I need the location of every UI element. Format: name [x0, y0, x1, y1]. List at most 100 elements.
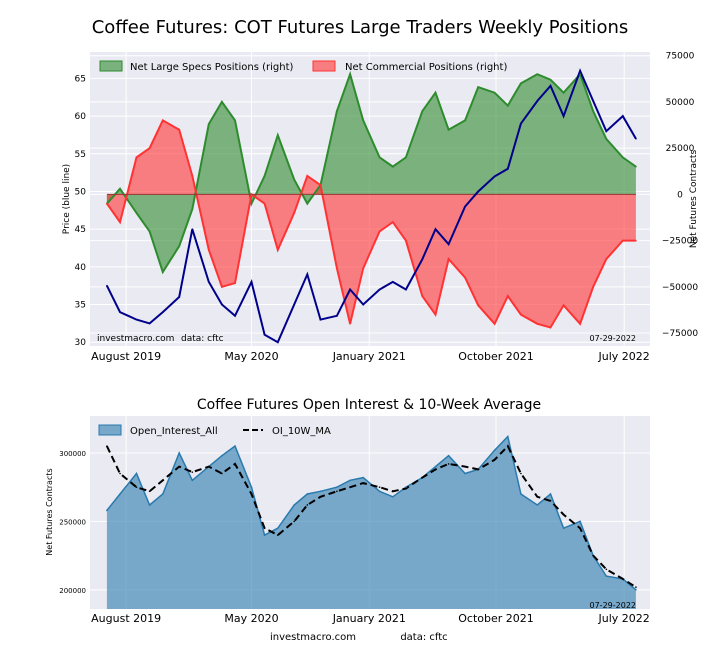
- x-tick-label-top: July 2022: [598, 350, 650, 363]
- commercial-point: [506, 295, 509, 297]
- commercial-point: [161, 119, 164, 122]
- specs-point: [135, 212, 138, 214]
- footer-data: data: cftc: [400, 632, 447, 643]
- open-interest-point: [148, 504, 151, 506]
- oi-10w-ma-point: [421, 476, 424, 479]
- open-interest-point: [549, 493, 552, 495]
- y-tick-label-bottom: 200000: [59, 587, 86, 595]
- price-point: [562, 115, 565, 117]
- commercial-point: [148, 147, 151, 149]
- oi-10w-ma-point: [148, 490, 151, 493]
- commercial-point: [520, 313, 522, 316]
- oi-10w-ma-point: [250, 493, 253, 495]
- commercial-point: [493, 323, 496, 325]
- y-right-tick-label: 25000: [666, 144, 695, 154]
- specs-line: [106, 70, 637, 275]
- specs-point: [549, 78, 552, 81]
- price-point: [263, 333, 266, 336]
- chart-title-top: Coffee Futures: COT Futures Large Trader…: [92, 17, 629, 38]
- y-tick-label-bottom: 250000: [59, 518, 86, 526]
- watermark-source: investmacro.com: [97, 334, 174, 344]
- oi-10w-ma-point: [161, 479, 164, 482]
- price-point: [621, 115, 624, 117]
- price-point: [362, 303, 364, 306]
- commercial-point: [263, 202, 266, 205]
- specs-point: [263, 175, 266, 177]
- oi-10w-ma-point: [306, 504, 309, 506]
- commercial-point: [349, 323, 351, 325]
- oi-10w-ma-point: [464, 465, 466, 468]
- y-right-tick-label: −75000: [662, 329, 698, 339]
- specs-point: [250, 202, 253, 205]
- y-left-axis-label: Price (blue line): [62, 164, 72, 234]
- commercial-point: [293, 212, 295, 214]
- open-interest-point: [464, 472, 466, 475]
- commercial-point: [221, 286, 223, 288]
- legend-label-specs: Net Large Specs Positions (right): [130, 62, 294, 73]
- open-interest-point: [119, 493, 121, 495]
- specs-point: [592, 110, 595, 112]
- oi-10w-ma-point: [621, 578, 624, 580]
- oi-10w-ma-point: [447, 463, 450, 465]
- x-tick-label-bottom: August 2019: [91, 612, 161, 625]
- commercial-point: [336, 267, 338, 270]
- specs-point: [178, 245, 180, 247]
- x-tick-label-bottom: October 2021: [458, 612, 534, 625]
- price-point: [549, 85, 552, 87]
- price-point: [106, 284, 108, 287]
- oi-10w-ma-point: [635, 586, 637, 588]
- watermark-data: data: cftc: [181, 334, 224, 344]
- oi-10w-ma-line: [105, 444, 637, 588]
- open-interest-point: [391, 495, 394, 498]
- commercial-point: [562, 304, 565, 307]
- y-tick-label-bottom: 300000: [59, 450, 86, 458]
- y-left-tick-label: 55: [75, 150, 86, 160]
- legend-swatch-open-interest: [98, 424, 122, 436]
- commercial-area: [106, 120, 636, 328]
- y-right-tick-label: 50000: [666, 98, 695, 108]
- specs-point: [207, 123, 210, 125]
- price-point: [464, 205, 466, 208]
- specs-point: [421, 110, 424, 112]
- oi-10w-ma-point: [234, 463, 236, 465]
- commercial-point: [592, 286, 595, 288]
- price-point: [421, 258, 424, 261]
- price-point: [221, 303, 223, 306]
- commercial-point: [319, 184, 322, 186]
- y-right-tick-label: −25000: [662, 237, 698, 247]
- oi-10w-ma-point: [405, 487, 407, 490]
- price-point: [135, 318, 138, 321]
- open-interest-point: [635, 589, 637, 591]
- open-interest-point: [276, 527, 279, 530]
- commercial-point: [579, 323, 581, 325]
- commercial-point: [421, 295, 424, 297]
- specs-point: [161, 271, 164, 273]
- price-point: [447, 243, 450, 246]
- specs-point: [306, 202, 309, 205]
- oi-10w-ma-point: [336, 490, 338, 493]
- oi-10w-ma-point: [178, 465, 180, 468]
- x-tick-label-bottom: May 2020: [224, 612, 278, 625]
- price-point: [391, 281, 394, 283]
- commercial-point: [536, 323, 539, 325]
- legend-swatch-commercial: [312, 60, 336, 72]
- date-stamp-bottom: 07-29-2022: [590, 601, 637, 610]
- oi-10w-ma-point: [362, 482, 364, 484]
- chart-title-bottom: Coffee Futures Open Interest & 10-Week A…: [197, 397, 541, 413]
- oi-10w-ma-point: [434, 468, 437, 471]
- x-tick-label-bottom: July 2022: [598, 612, 650, 625]
- specs-point: [464, 119, 466, 122]
- open-interest-point: [306, 493, 309, 495]
- oi-10w-ma-point: [106, 445, 108, 447]
- price-point: [605, 130, 608, 132]
- oi-10w-ma-point: [605, 568, 608, 571]
- y-left-tick-label: 30: [75, 338, 87, 348]
- specs-point: [579, 73, 581, 75]
- date-stamp-top: 07-29-2022: [590, 334, 637, 343]
- open-interest-point: [378, 490, 381, 493]
- open-interest-point: [506, 435, 509, 438]
- open-interest-point: [562, 527, 565, 530]
- y-left-tick-label: 60: [75, 112, 87, 122]
